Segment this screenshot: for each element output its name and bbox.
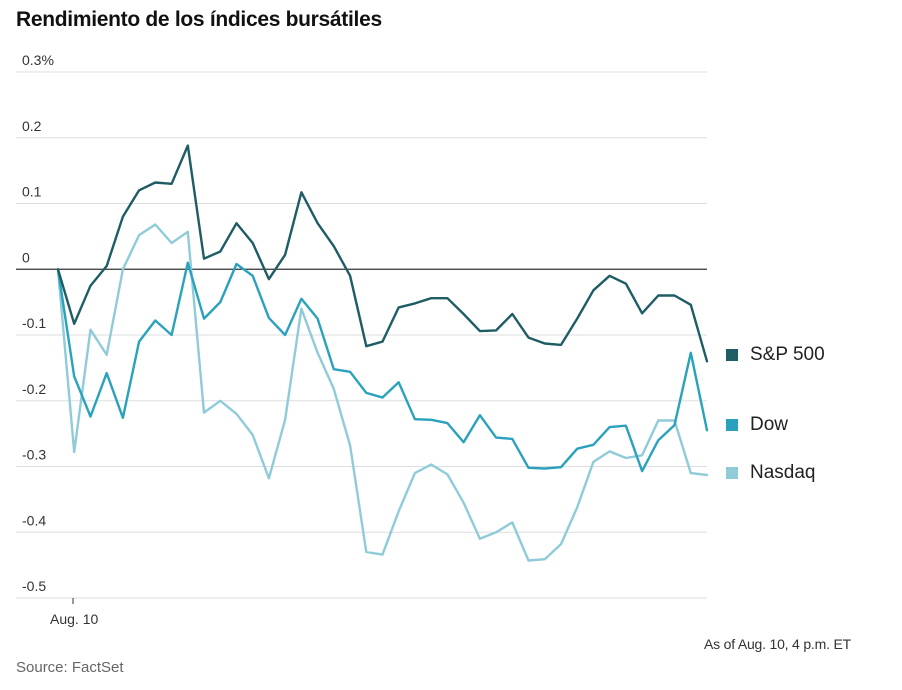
legend-swatch-nasdaq: [726, 467, 738, 479]
legend-item-nasdaq: Nasdaq: [726, 462, 816, 484]
y-tick-label: 0.2: [22, 118, 42, 134]
x-tick-label: Aug. 10: [50, 611, 98, 627]
y-tick-label: -0.3: [22, 447, 46, 463]
source-note: Source: FactSet: [16, 659, 124, 676]
y-tick-label: 0: [22, 249, 30, 265]
legend-item-dow: Dow: [726, 414, 788, 436]
y-axis-ticks: 0.3% 0.2 0.1 0 -0.1 -0.2 -0.3 -0.4 -0.5: [22, 52, 54, 594]
y-tick-label: -0.1: [22, 315, 46, 331]
legend-label-nasdaq: Nasdaq: [750, 462, 816, 483]
legend-swatch-dow: [726, 419, 738, 431]
legend-label-sp500: S&P 500: [750, 344, 825, 365]
series-line-sp500: [56, 144, 709, 363]
series-line-nasdaq: [56, 223, 709, 562]
legend-item-sp500: S&P 500: [726, 344, 825, 366]
y-tick-label: -0.5: [22, 578, 46, 594]
legend-label-dow: Dow: [750, 414, 789, 435]
x-axis: Aug. 10: [50, 598, 98, 627]
y-tick-label: -0.4: [22, 512, 46, 528]
series-line-dow: [56, 261, 709, 473]
y-tick-label: 0.3%: [22, 52, 54, 68]
y-tick-label: -0.2: [22, 381, 46, 397]
series-lines: [56, 144, 709, 562]
chart-title: Rendimiento de los índices bursátiles: [16, 8, 382, 31]
legend-swatch-sp500: [726, 349, 738, 361]
timestamp-note: As of Aug. 10, 4 p.m. ET: [704, 636, 851, 652]
y-tick-label: 0.1: [22, 184, 42, 200]
